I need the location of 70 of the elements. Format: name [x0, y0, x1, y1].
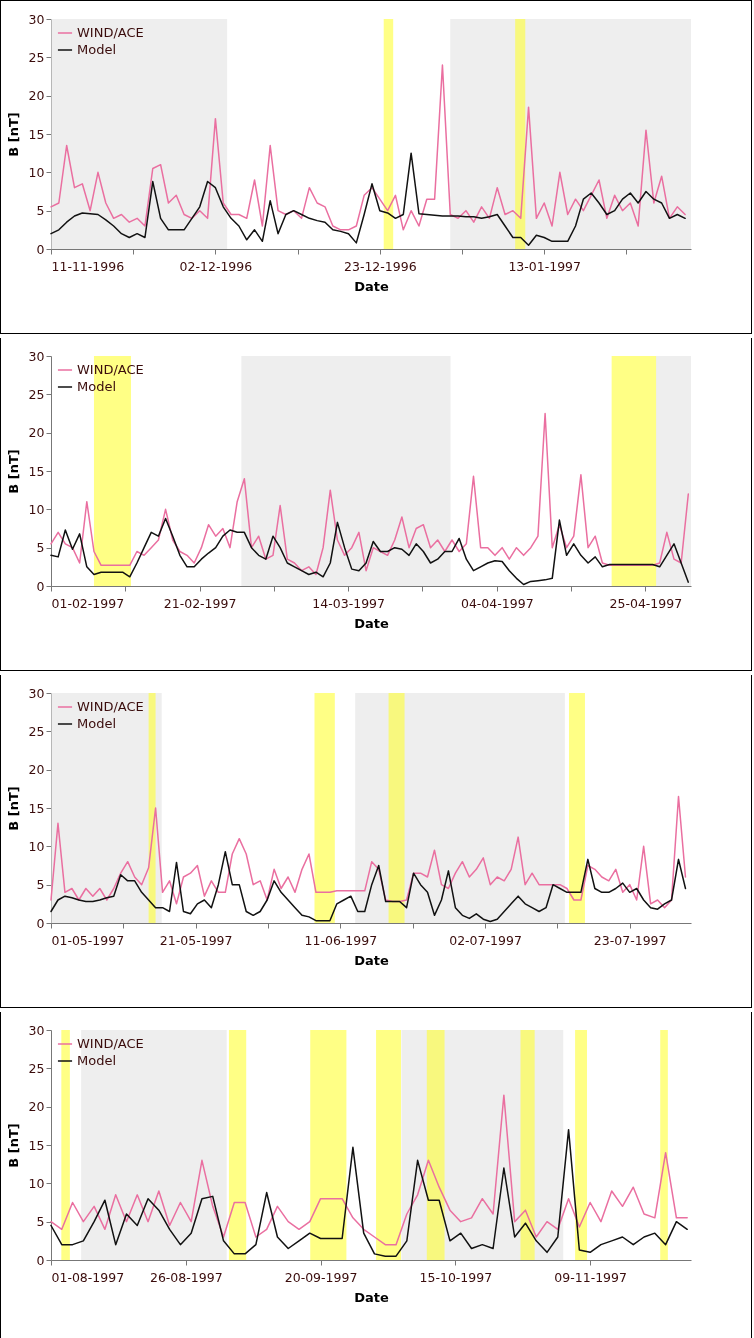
y-tick-label: 25 [28, 723, 45, 739]
y-tick-label: 10 [28, 164, 45, 180]
legend-label: WIND/ACE [77, 25, 144, 40]
legend-label: WIND/ACE [77, 1036, 144, 1051]
y-tick-label: 25 [28, 49, 45, 65]
legend-label: Model [77, 1053, 117, 1068]
x-tick-label: 14-03-1997 [312, 595, 385, 611]
line-series [50, 152, 686, 246]
legend-label: Model [77, 42, 117, 57]
y-tick-label: 30 [28, 11, 45, 27]
line-series [50, 64, 686, 231]
line-series [50, 1094, 688, 1246]
x-axis-title: Date [354, 1290, 389, 1305]
legend-label: WIND/ACE [77, 362, 144, 377]
y-tick-label: 5 [36, 1214, 45, 1230]
y-axis-title: B [nT] [5, 449, 21, 494]
x-tick-label: 01-08-1997 [51, 1269, 125, 1285]
x-tick-label: 21-05-1997 [159, 932, 233, 948]
y-axis-title: B [nT] [5, 112, 21, 157]
y-tick-label: 0 [36, 578, 45, 594]
y-axis-title: B [nT] [5, 1123, 21, 1168]
x-tick-label: 15-10-1997 [419, 1269, 493, 1285]
legend-label: Model [77, 379, 117, 394]
y-tick-label: 25 [28, 386, 45, 402]
x-tick-label: 01-05-1997 [51, 932, 125, 948]
y-tick-label: 5 [36, 877, 45, 893]
y-tick-label: 30 [28, 1022, 45, 1038]
y-tick-label: 5 [36, 540, 45, 556]
x-tick-label: 02-07-1997 [449, 932, 522, 948]
x-tick-label: 11-06-1997 [304, 932, 378, 948]
y-tick-label: 0 [36, 1252, 45, 1268]
line-series [50, 412, 690, 576]
y-tick-label: 30 [28, 685, 45, 701]
y-tick-label: 20 [28, 425, 45, 441]
y-tick-label: 10 [28, 838, 45, 854]
x-axis-title: Date [354, 279, 389, 294]
x-tick-label: 20-09-1997 [284, 1269, 358, 1285]
y-tick-label: 10 [28, 1175, 45, 1191]
x-tick-label: 02-12-1996 [179, 258, 253, 274]
x-tick-label: 01-02-1997 [51, 595, 125, 611]
line-series [50, 795, 687, 909]
y-tick-label: 20 [28, 88, 45, 104]
y-tick-label: 0 [36, 915, 45, 931]
x-tick-label: 21-02-1997 [163, 595, 237, 611]
y-tick-label: 20 [28, 1099, 45, 1115]
y-tick-label: 15 [28, 800, 45, 816]
line-series [50, 1128, 688, 1257]
y-tick-label: 30 [28, 348, 45, 364]
x-tick-label: 11-11-1996 [51, 258, 125, 274]
x-axis-title: Date [354, 616, 389, 631]
y-tick-label: 15 [28, 126, 45, 142]
y-axis-title: B [nT] [5, 786, 21, 831]
x-tick-label: 26-08-1997 [149, 1269, 223, 1285]
y-tick-label: 10 [28, 501, 45, 517]
x-tick-label: 13-01-1997 [508, 258, 582, 274]
x-axis-title: Date [354, 953, 389, 968]
x-tick-label: 23-07-1997 [593, 932, 667, 948]
y-tick-label: 15 [28, 463, 45, 479]
y-tick-label: 15 [28, 1137, 45, 1153]
line-series [50, 850, 687, 923]
y-tick-label: 25 [28, 1060, 45, 1076]
y-tick-label: 5 [36, 203, 45, 219]
y-tick-label: 0 [36, 241, 45, 257]
legend-label: Model [77, 716, 117, 731]
legend-label: WIND/ACE [77, 699, 144, 714]
y-tick-label: 20 [28, 762, 45, 778]
x-tick-label: 04-04-1997 [460, 595, 534, 611]
x-tick-label: 09-11-1997 [554, 1269, 627, 1285]
x-tick-label: 25-04-1997 [609, 595, 683, 611]
x-tick-label: 23-12-1996 [343, 258, 417, 274]
